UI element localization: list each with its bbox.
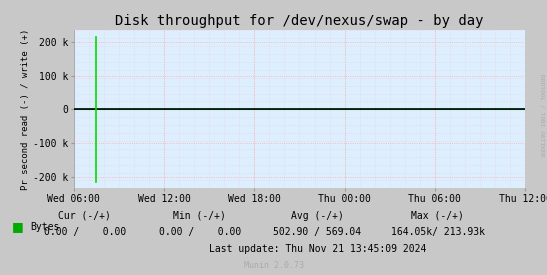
Y-axis label: Pr second read (-) / write (+): Pr second read (-) / write (+) [21,29,30,190]
Text: 502.90 / 569.04: 502.90 / 569.04 [273,227,362,237]
Text: Cur (-/+): Cur (-/+) [59,211,111,221]
Text: 0.00 /    0.00: 0.00 / 0.00 [44,227,126,237]
Text: RRDTOOL / TOBI OETIKER: RRDTOOL / TOBI OETIKER [539,74,544,157]
Text: Last update: Thu Nov 21 13:45:09 2024: Last update: Thu Nov 21 13:45:09 2024 [208,244,426,254]
Text: Avg (-/+): Avg (-/+) [291,211,344,221]
Title: Disk throughput for /dev/nexus/swap - by day: Disk throughput for /dev/nexus/swap - by… [115,14,484,28]
Text: 0.00 /    0.00: 0.00 / 0.00 [159,227,241,237]
Text: ■: ■ [12,220,24,233]
Text: Munin 2.0.73: Munin 2.0.73 [243,260,304,270]
Text: Bytes: Bytes [30,222,60,232]
Text: Max (-/+): Max (-/+) [411,211,464,221]
Text: 164.05k/ 213.93k: 164.05k/ 213.93k [391,227,485,237]
Text: Min (-/+): Min (-/+) [173,211,226,221]
